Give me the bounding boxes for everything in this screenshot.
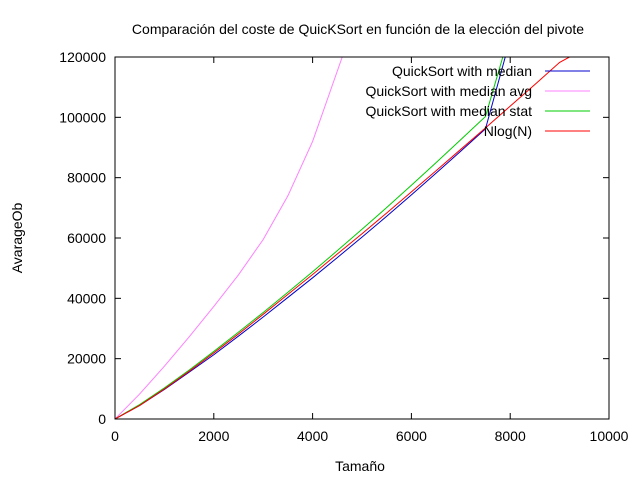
y-tick-label: 120000	[59, 49, 106, 65]
x-tick-label: 8000	[495, 428, 526, 444]
x-tick-label: 10000	[590, 428, 629, 444]
x-tick-label: 2000	[198, 428, 229, 444]
legend: QuickSort with median QuickSort with medi…	[365, 63, 590, 139]
y-tick-label: 60000	[67, 230, 106, 246]
x-tick-label: 6000	[396, 428, 427, 444]
y-tick-label: 0	[98, 411, 106, 427]
legend-label-3: QuickSort with median stat	[365, 103, 532, 119]
legend-label-1: QuickSort with median	[392, 63, 532, 79]
chart-title: Comparación del coste de QuicKSort en fu…	[132, 21, 584, 37]
x-tick-label: 4000	[297, 428, 328, 444]
y-tick-label: 40000	[67, 290, 106, 306]
x-tick-label: 0	[111, 428, 119, 444]
y-tick-label: 80000	[67, 170, 106, 186]
series-line-4	[115, 57, 570, 419]
plot-frame	[114, 56, 610, 420]
y-axis-label: AvarageOb	[9, 203, 25, 274]
y-tick-label: 100000	[59, 109, 106, 125]
legend-label-4: Nlog(N)	[484, 123, 532, 139]
axes-layer: 0 2000 4000 6000 8000 10000020000400006000080…	[59, 49, 628, 444]
legend-label-2: QuickSort with median avg	[365, 83, 532, 99]
series-line-1	[115, 57, 506, 419]
series-line-2	[115, 57, 343, 419]
x-axis-label: Tamaño	[335, 458, 385, 474]
y-tick-label: 20000	[67, 351, 106, 367]
series-line-3	[115, 57, 504, 419]
series-layer	[115, 57, 570, 419]
